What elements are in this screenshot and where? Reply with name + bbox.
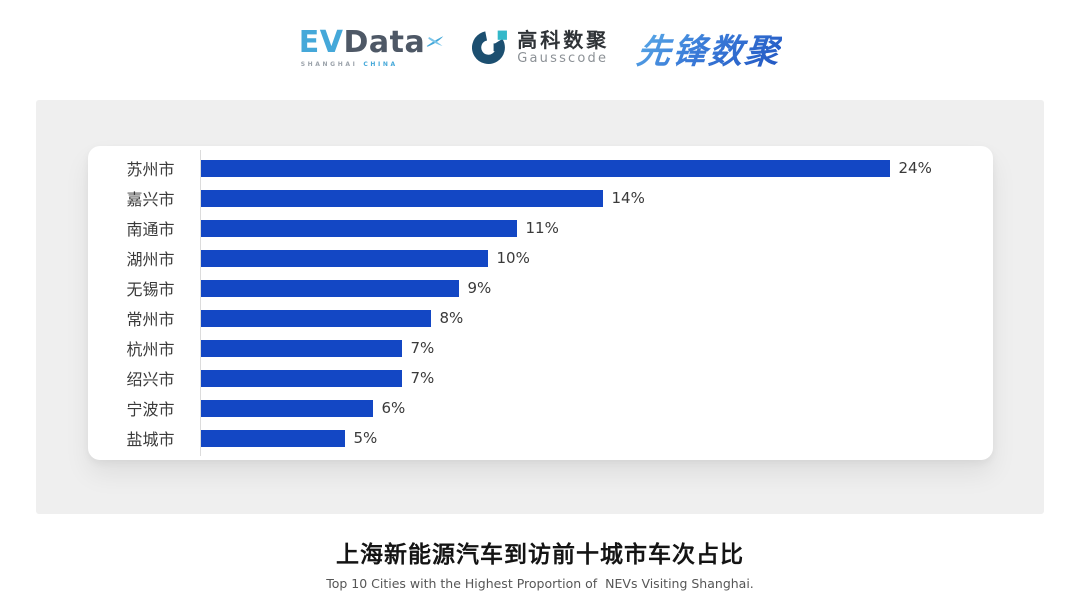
chart-row: 宁波市 6% — [88, 393, 993, 423]
evdata-ev-text: EV — [298, 25, 344, 60]
category-label: 苏州市 — [126, 160, 175, 179]
gausscode-logo: 高科数聚 Gausscode — [472, 28, 609, 69]
category-label: 杭州市 — [126, 340, 175, 359]
chart-row: 绍兴市 7% — [88, 363, 993, 393]
category-label: 绍兴市 — [126, 370, 175, 389]
chart-row: 常州市 8% — [88, 303, 993, 333]
evdata-tagline: SHANGHAI CHINA — [301, 61, 398, 68]
sparkle-x-icon — [426, 24, 444, 54]
category-label: 无锡市 — [126, 280, 175, 299]
value-label: 8% — [439, 309, 464, 327]
chart-row: 湖州市 10% — [88, 243, 993, 273]
value-label: 11% — [525, 219, 559, 237]
value-label: 5% — [353, 429, 378, 447]
evdata-data-text: Data — [343, 25, 426, 60]
gausscode-wordmark: 高科数聚 Gausscode — [517, 30, 609, 66]
category-label: 湖州市 — [126, 250, 175, 269]
bar — [200, 399, 373, 417]
value-label: 24% — [898, 159, 932, 177]
brand-header: EV Data SHANGHAI CHINA 高科数聚 Gausscode — [0, 20, 1080, 76]
chart-row: 苏州市 24% — [88, 153, 993, 183]
value-label: 9% — [467, 279, 492, 297]
value-label: 7% — [410, 369, 435, 387]
value-label: 14% — [611, 189, 645, 207]
chart-rows: 苏州市 24% 嘉兴市 14% 南通市 11% 湖州市 10% 无锡市 9% 常州市 8% 杭州市 7% 绍… — [88, 153, 993, 453]
chart-row: 无锡市 9% — [88, 273, 993, 303]
category-label: 嘉兴市 — [126, 190, 175, 209]
chart-subtitle: Top 10 Cities with the Highest Proportio… — [326, 576, 754, 591]
gausscode-cn-text: 高科数聚 — [517, 28, 610, 53]
bar-chart: 苏州市 24% 嘉兴市 14% 南通市 11% 湖州市 10% 无锡市 9% 常州市 8% 杭州市 7% 绍… — [88, 146, 993, 460]
chart-row: 盐城市 5% — [88, 423, 993, 453]
category-label: 宁波市 — [126, 400, 175, 419]
bar — [200, 309, 431, 327]
chart-row: 杭州市 7% — [88, 333, 993, 363]
chart-title: 上海新能源汽车到访前十城市车次占比 — [336, 542, 744, 568]
bar — [200, 279, 459, 297]
bar — [200, 369, 402, 387]
chart-row: 嘉兴市 14% — [88, 183, 993, 213]
chart-panel: 苏州市 24% 嘉兴市 14% 南通市 11% 湖州市 10% 无锡市 9% 常州市 8% 杭州市 7% 绍… — [36, 100, 1044, 514]
bar — [200, 249, 488, 267]
chart-card: 苏州市 24% 嘉兴市 14% 南通市 11% 湖州市 10% 无锡市 9% 常州市 8% 杭州市 7% 绍… — [87, 146, 993, 460]
category-label: 南通市 — [126, 220, 175, 239]
chart-row: 南通市 11% — [88, 213, 993, 243]
evdata-logo: EV Data SHANGHAI CHINA — [299, 28, 444, 68]
xianfeng-shuju-logo: 先锋数聚 — [635, 24, 784, 73]
xianfeng-shuju-wordmark: 先锋数聚 — [635, 24, 784, 73]
evdata-tagline-china: CHINA — [363, 61, 398, 68]
bar — [200, 219, 517, 237]
gausscode-g-icon — [472, 28, 509, 69]
value-label: 10% — [496, 249, 530, 267]
bar — [200, 429, 345, 447]
category-label: 盐城市 — [126, 430, 175, 449]
bar — [200, 189, 603, 207]
bar — [200, 339, 402, 357]
category-label: 常州市 — [126, 310, 175, 329]
value-label: 6% — [381, 399, 406, 417]
gausscode-en-text: Gausscode — [517, 51, 609, 67]
footer-title-block: 上海新能源汽车到访前十城市车次占比 Top 10 Cities with the… — [0, 535, 1080, 591]
evdata-tagline-shanghai: SHANGHAI — [300, 61, 358, 68]
evdata-wordmark: EV Data — [299, 28, 444, 58]
bar — [200, 159, 890, 177]
value-label: 7% — [410, 339, 435, 357]
y-axis-line — [199, 150, 201, 456]
